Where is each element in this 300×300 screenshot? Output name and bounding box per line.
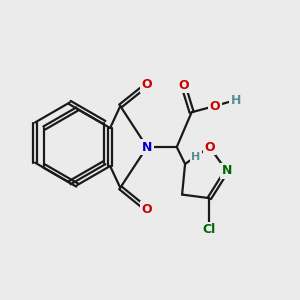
- Text: O: O: [178, 79, 189, 92]
- Text: O: O: [142, 203, 152, 216]
- Text: N: N: [221, 164, 232, 177]
- Text: O: O: [204, 140, 215, 154]
- Text: O: O: [142, 78, 152, 91]
- Text: H: H: [191, 152, 201, 161]
- Text: N: N: [142, 140, 152, 154]
- Text: H: H: [230, 94, 241, 106]
- Text: O: O: [209, 100, 220, 112]
- Text: Cl: Cl: [203, 223, 216, 236]
